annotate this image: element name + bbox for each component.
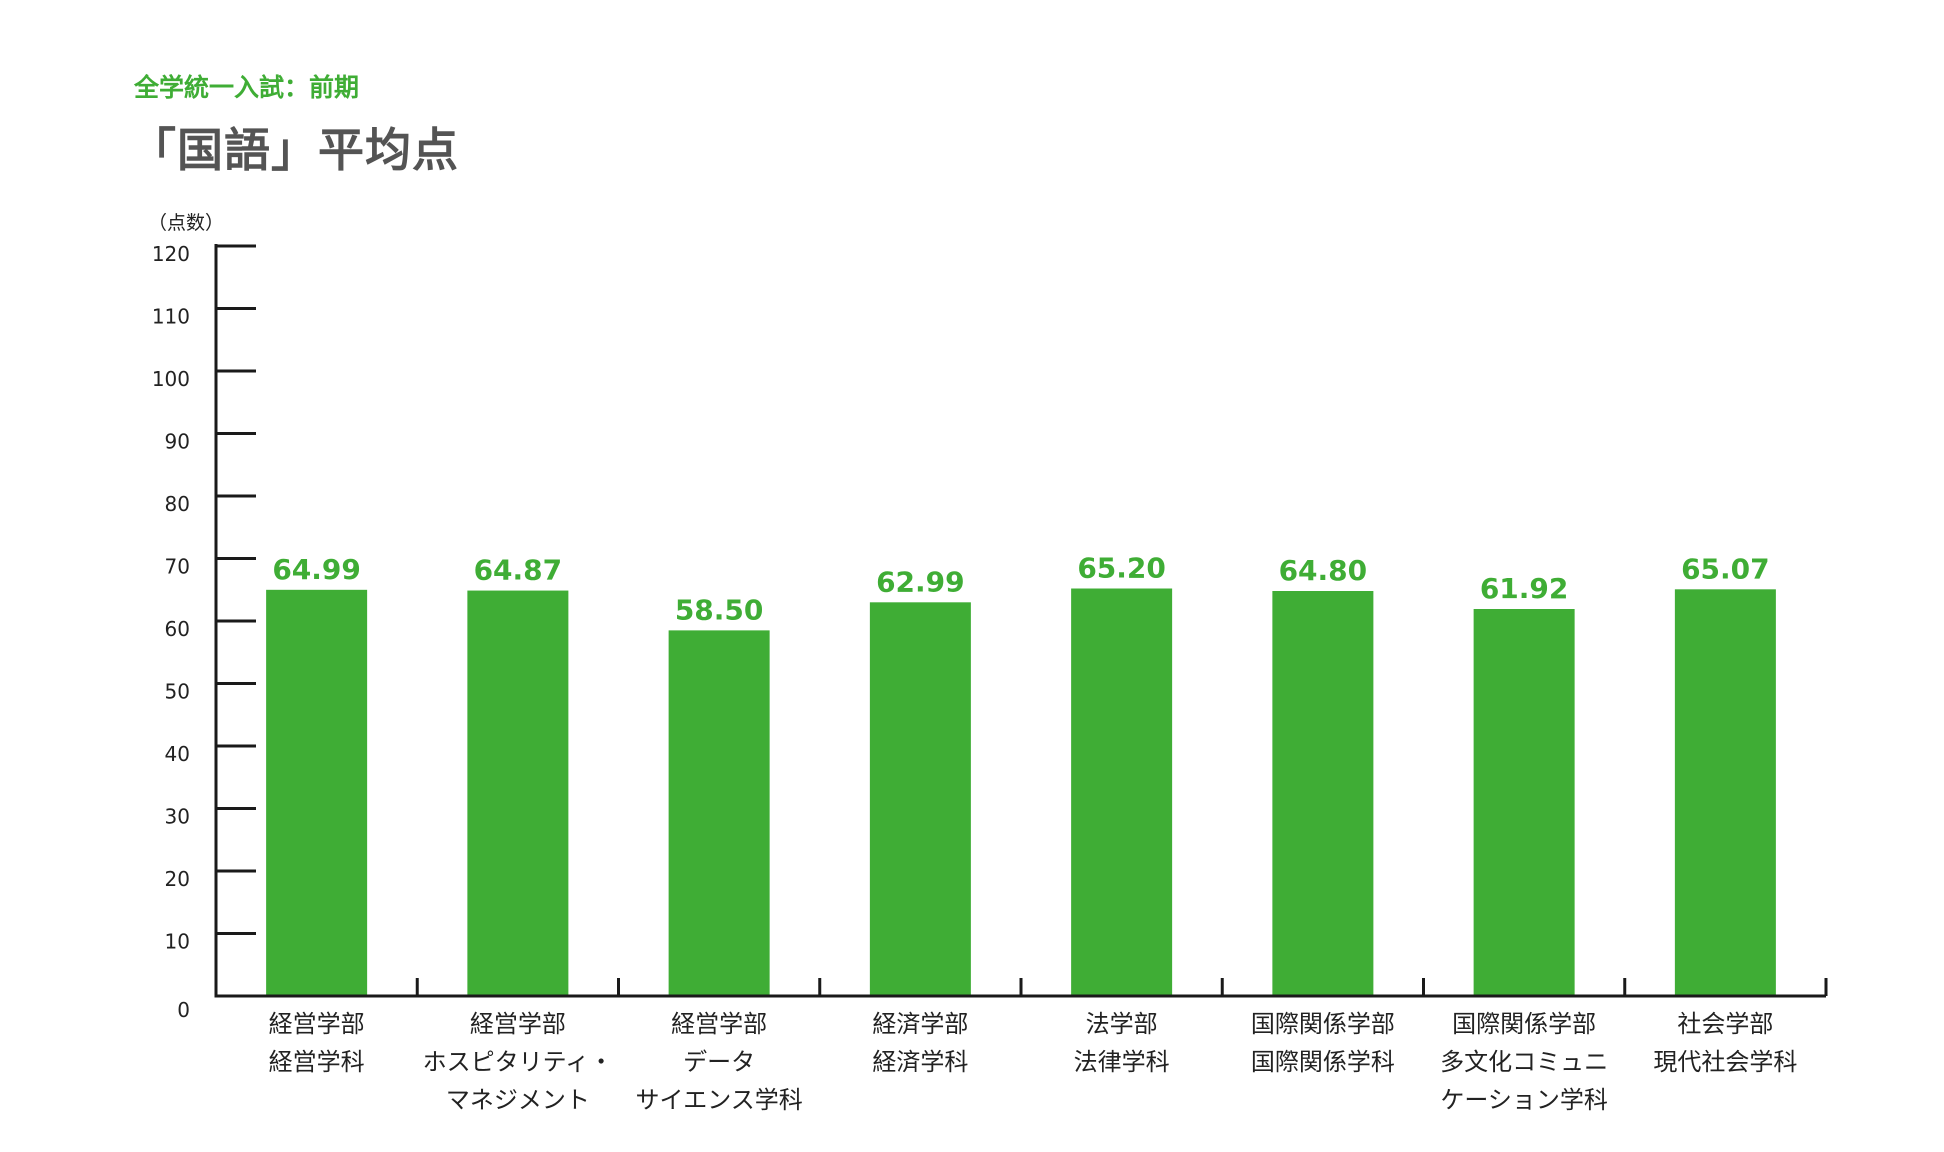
- chart-title: 「国語」平均点: [130, 123, 459, 177]
- value-label: 64.80: [1279, 554, 1368, 587]
- y-tick-label: 110: [152, 305, 190, 329]
- y-tick-label: 40: [165, 742, 190, 766]
- chart-subtitle: 全学統一入試：前期: [134, 73, 360, 102]
- value-label: 64.87: [474, 554, 563, 587]
- value-label: 58.50: [675, 593, 764, 626]
- category-label: 多文化コミュニ: [1440, 1048, 1608, 1076]
- y-tick-label: 60: [165, 617, 190, 641]
- y-tick-label: 30: [165, 805, 190, 829]
- y-tick-label: 120: [152, 242, 190, 266]
- category-label: データ: [683, 1048, 755, 1076]
- value-label: 64.99: [272, 553, 361, 586]
- y-tick-label: 10: [165, 930, 190, 954]
- category-label: 現代社会学科: [1653, 1048, 1797, 1076]
- category-label: マネジメント: [446, 1086, 590, 1114]
- bar: [1071, 588, 1173, 995]
- category-label: 経営学部: [671, 1010, 767, 1038]
- y-tick-label: 20: [165, 867, 190, 891]
- category-label: ケーション学科: [1440, 1086, 1608, 1114]
- value-labels: 64.99 64.87 58.50 62.99 65.20 64.80 61.92 65.07: [272, 552, 1769, 627]
- y-tick-label: 90: [165, 430, 190, 454]
- category-label: ホスピタリティ・: [423, 1048, 614, 1076]
- y-tick-label: 0: [177, 998, 190, 1022]
- value-label: 61.92: [1480, 572, 1569, 605]
- x-axis: [214, 978, 1828, 998]
- category-label: 法学部: [1086, 1010, 1158, 1038]
- y-tick-label: 50: [165, 680, 190, 704]
- bars: [266, 588, 1776, 995]
- category-label: 経済学科: [872, 1048, 968, 1076]
- y-axis-label: （点数）: [148, 212, 224, 234]
- category-label: 経営学科: [269, 1048, 365, 1076]
- bar: [1272, 591, 1374, 995]
- category-label: 法律学科: [1074, 1048, 1170, 1076]
- bar: [668, 630, 770, 995]
- bar: [1674, 589, 1776, 995]
- bar: [467, 590, 569, 995]
- y-axis: （点数） 0 10 20 30 40 50 60 70 80 90 100 110 120: [148, 212, 256, 1022]
- y-tick-label: 80: [165, 492, 190, 516]
- value-label: 62.99: [876, 565, 965, 598]
- category-label: 社会学部: [1677, 1010, 1773, 1038]
- category-label: 国際関係学部: [1251, 1010, 1395, 1038]
- value-label: 65.07: [1681, 552, 1770, 585]
- value-label: 65.20: [1077, 552, 1166, 585]
- bar: [266, 589, 368, 995]
- y-tick-label: 70: [165, 555, 190, 579]
- category-label: 国際関係学部: [1452, 1010, 1596, 1038]
- category-labels: 経営学部経営学科経営学部ホスピタリティ・マネジメント経営学部データサイエンス学科…: [269, 1010, 1798, 1114]
- bar: [869, 602, 971, 995]
- category-label: サイエンス学科: [635, 1086, 802, 1114]
- bar: [1473, 609, 1575, 995]
- category-label: 経営学部: [470, 1010, 566, 1038]
- y-tick-label: 100: [152, 367, 190, 391]
- category-label: 経営学部: [269, 1010, 365, 1038]
- category-label: 国際関係学科: [1251, 1048, 1395, 1076]
- category-label: 経済学部: [872, 1010, 968, 1038]
